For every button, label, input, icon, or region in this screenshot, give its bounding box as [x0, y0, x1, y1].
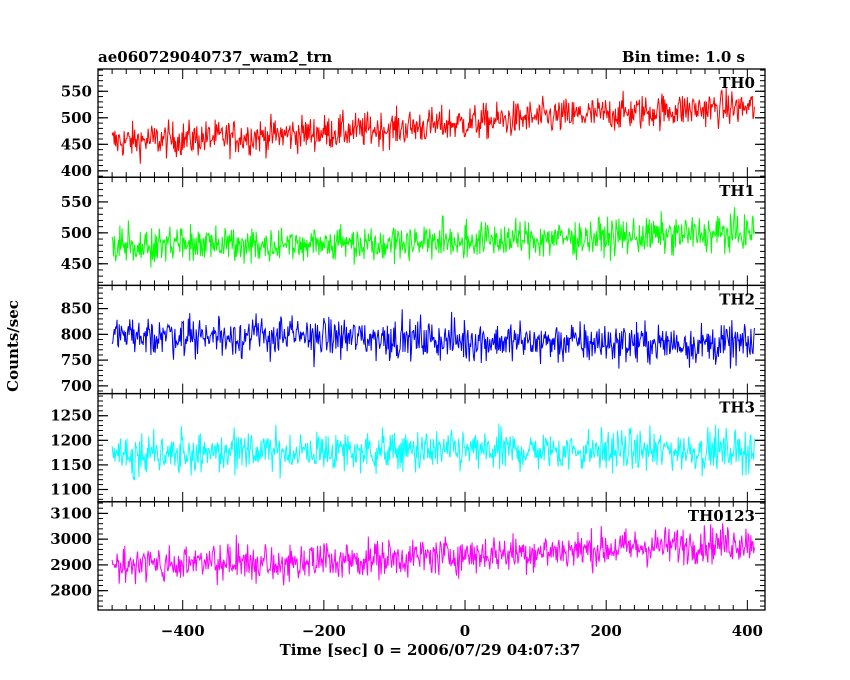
series-name-th0: TH0 — [719, 74, 755, 92]
series-line-th3 — [111, 423, 755, 481]
y-tick-label: 2900 — [50, 556, 92, 574]
y-tick-label: 2800 — [50, 582, 92, 600]
series-line-th1 — [111, 207, 755, 268]
panel-th0123: 2800 2900 3000 3100 TH0123 — [50, 501, 766, 611]
x-tick-label: −200 — [302, 622, 346, 640]
panel-th0: 400 450 500 550 TH0 — [61, 68, 766, 180]
panel-th3: 1100 1150 1200 1250 TH3 — [50, 392, 766, 503]
x-tick-label: −400 — [161, 622, 205, 640]
y-tick-label: 3100 — [50, 504, 92, 522]
y-tick-label: 1250 — [50, 407, 92, 425]
y-tick-label: 500 — [61, 224, 92, 242]
panel-frame — [97, 176, 766, 287]
series-name-th1: TH1 — [719, 182, 755, 200]
series-name-th3: TH3 — [719, 399, 755, 417]
y-tick-label: 500 — [61, 109, 92, 127]
series-name-th0123: TH0123 — [688, 507, 755, 525]
panel-th2: 700 750 800 850 TH2 — [61, 284, 766, 395]
y-tick-label: 450 — [61, 135, 92, 153]
y-tick-label: 750 — [61, 351, 92, 369]
series-line-th2 — [111, 309, 755, 369]
y-tick-label: 1150 — [50, 456, 92, 474]
x-axis-label: Time [sec] 0 = 2006/07/29 04:07:37 — [280, 641, 581, 659]
y-tick-label: 800 — [61, 325, 92, 343]
y-tick-label: 1200 — [50, 431, 92, 449]
y-tick-label: 3000 — [50, 530, 92, 548]
y-tick-label: 850 — [61, 300, 92, 318]
y-tick-label: 450 — [61, 255, 92, 273]
y-tick-label: 700 — [61, 377, 92, 395]
y-tick-label: 400 — [61, 162, 92, 180]
series-line-th0 — [111, 87, 755, 164]
series-name-th2: TH2 — [719, 290, 755, 308]
panel-th1: 450 500 550 TH1 — [61, 176, 766, 287]
bin-time-label: Bin time: 1.0 s — [622, 48, 745, 66]
panel-frame — [97, 501, 766, 611]
y-axis-label: Counts/sec — [4, 300, 22, 392]
x-tick-label: 400 — [732, 622, 763, 640]
x-tick-label: 200 — [591, 622, 622, 640]
y-tick-label: 1100 — [50, 481, 92, 499]
panel-frame — [97, 392, 766, 503]
series-line-th0123 — [111, 523, 755, 586]
figure-title: ae060729040737_wam2_trn — [98, 48, 332, 66]
panels-group: 400 450 500 550 TH0 450 500 550 TH1 700 750 800 850 T… — [50, 68, 766, 640]
x-tick-label: 0 — [460, 622, 470, 640]
y-tick-label: 550 — [61, 193, 92, 211]
y-tick-label: 550 — [61, 82, 92, 100]
